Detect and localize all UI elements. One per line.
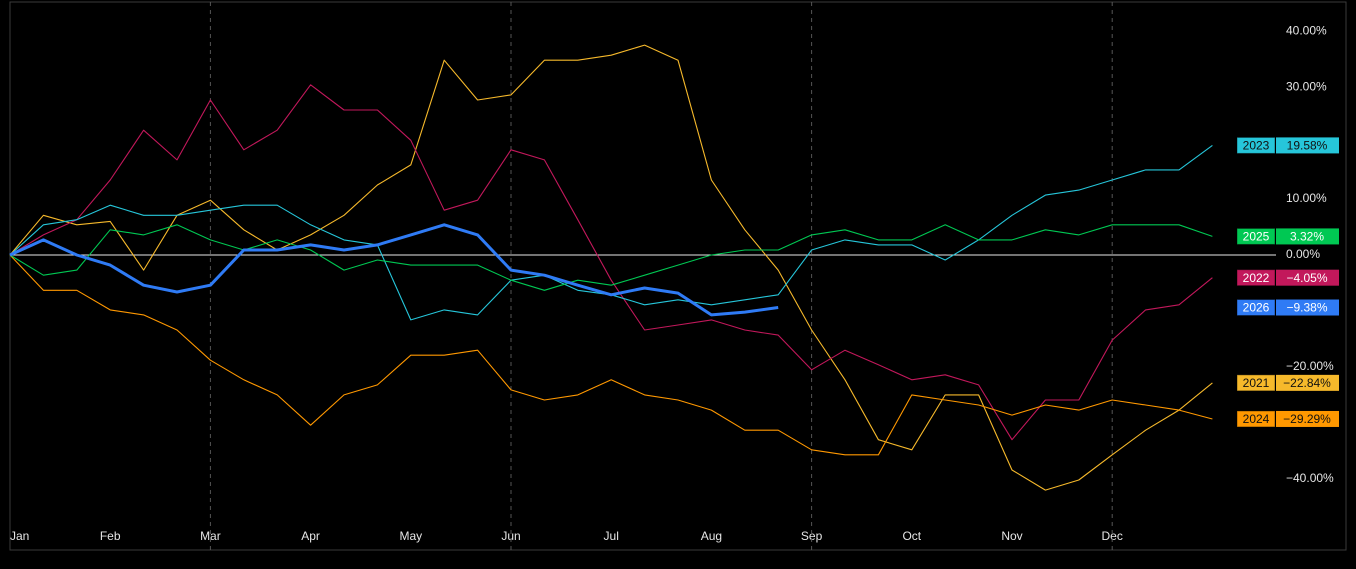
y-tick-label: 10.00% [1286,191,1327,205]
badge-value: 19.58% [1287,139,1328,153]
y-tick-label: 40.00% [1286,23,1327,37]
series-line [9,224,1213,291]
series-line [9,223,779,317]
x-tick-label: Jun [501,529,520,543]
badge-value-bg [1276,299,1339,316]
badge-name-bg [1236,269,1276,287]
badge-name-bg [1236,227,1276,245]
end-badge: 2025 3.32% [1236,227,1339,245]
badge-value: −29.29% [1283,412,1331,426]
end-badge: 2021 −22.84% [1236,374,1339,392]
x-tick-label: Jan [10,529,29,543]
x-tick-label: Dec [1102,529,1123,543]
plot-frame [9,1,1347,551]
badge-name-bg [1236,410,1276,428]
badge-value: −9.38% [1286,301,1327,315]
end-badge: 2024 −29.29% [1236,410,1339,428]
end-badge: 2023 19.58% [1236,136,1339,154]
end-badge: 2022 −4.05% [1236,269,1339,287]
badge-name: 2026 [1243,301,1270,315]
x-tick-label: Sep [801,529,823,543]
badge-name-bg [1236,136,1276,154]
series-line [9,44,1213,491]
badge-name: 2025 [1243,230,1270,244]
y-tick-label: −20.00% [1286,359,1334,373]
x-tick-label: Jul [604,529,619,543]
badge-value: −4.05% [1286,271,1327,285]
badge-value: −22.84% [1283,376,1331,390]
badge-value: 3.32% [1290,230,1324,244]
badge-value-bg [1276,228,1339,245]
y-tick-label: −40.00% [1286,471,1334,485]
end-badge: 2026 −9.38% [1236,299,1339,317]
y-tick-label: 0.00% [1286,247,1320,261]
series-line [9,84,1213,441]
badge-name: 2024 [1243,412,1270,426]
badge-value-bg [1276,374,1339,391]
badge-value-bg [1276,410,1339,427]
badge-name: 2021 [1243,376,1270,390]
badge-value-bg [1276,269,1339,286]
x-tick-label: Feb [100,529,121,543]
x-tick-label: Aug [701,529,722,543]
badge-name: 2022 [1243,271,1270,285]
x-tick-label: Apr [301,529,320,543]
x-tick-label: Nov [1001,529,1022,543]
series-line [9,254,1213,456]
x-tick-label: Oct [902,529,921,543]
badge-name: 2023 [1243,139,1270,153]
badge-name-bg [1236,374,1276,392]
x-tick-label: May [399,529,422,543]
y-tick-label: 30.00% [1286,79,1327,93]
badge-name-bg [1236,299,1276,317]
badge-value-bg [1276,137,1339,154]
x-tick-label: Mar [200,529,221,543]
